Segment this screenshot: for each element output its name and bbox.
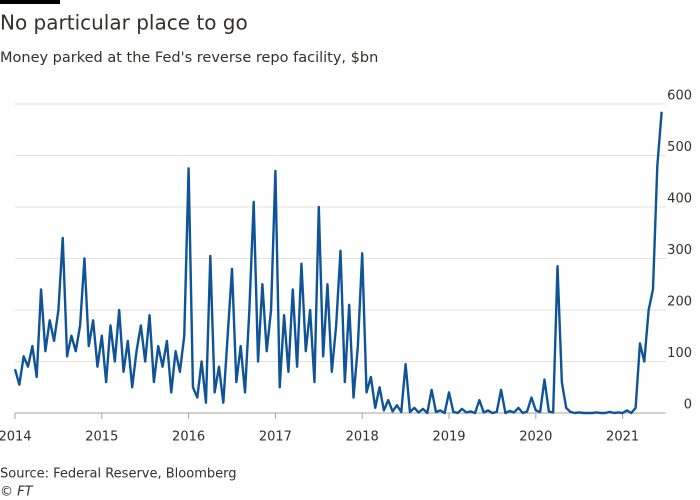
chart-subtitle: Money parked at the Fed's reverse repo f…: [0, 50, 378, 66]
x-tick-label: 2015: [85, 430, 118, 445]
y-tick-label: 100: [667, 346, 692, 361]
x-tick-label: 2018: [346, 430, 379, 445]
x-tick-label: 2020: [519, 430, 552, 445]
y-tick-label: 0: [684, 398, 692, 413]
x-tick-label: 2014: [0, 430, 32, 445]
source: Source: Federal Reserve, Bloomberg: [0, 467, 236, 482]
y-tick-label: 600: [667, 89, 692, 104]
brand-bar: [0, 0, 60, 4]
y-tick-label: 400: [667, 192, 692, 207]
x-tick-label: 2016: [172, 430, 205, 445]
x-tick-label: 2017: [259, 430, 292, 445]
y-tick-label: 200: [667, 295, 692, 310]
x-tick-label: 2019: [432, 430, 465, 445]
line: [13, 111, 663, 415]
y-tick-label: 500: [667, 140, 692, 155]
credit: © FT: [0, 485, 34, 500]
y-tick-label: 300: [667, 243, 692, 258]
x-tick-label: 2021: [606, 430, 639, 445]
chart-title: No particular place to go: [0, 11, 248, 35]
